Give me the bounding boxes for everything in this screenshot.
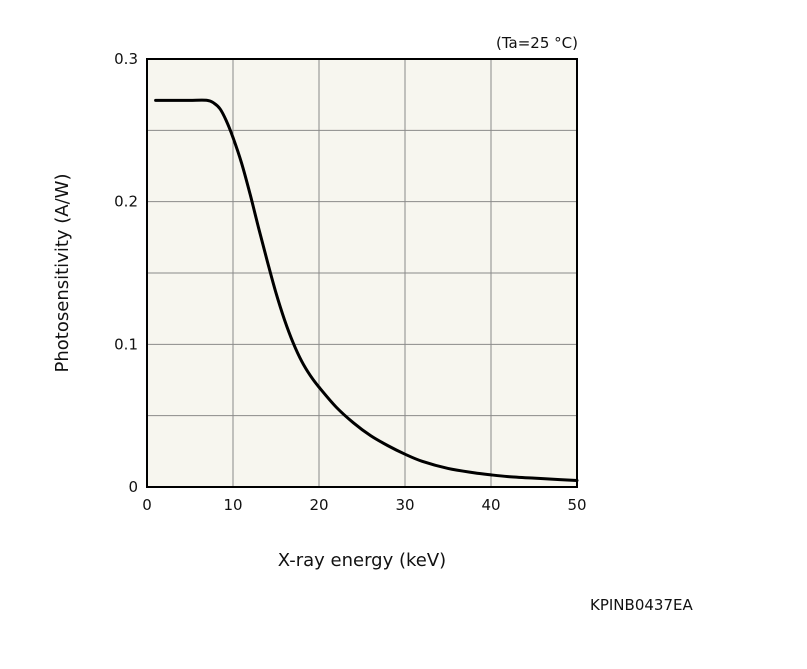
y-tick-label: 0.1 [114,335,138,353]
temperature-annotation: (Ta=25 °C) [496,34,578,52]
document-code: KPINB0437EA [590,596,693,614]
x-tick-label: 30 [395,496,414,514]
y-tick-label: 0.3 [114,50,138,68]
x-axis-ticks: 0 10 20 30 40 50 [142,496,586,514]
x-tick-label: 10 [223,496,242,514]
grid-lines [147,59,577,487]
y-axis-ticks: 0 0.1 0.2 0.3 [114,50,138,496]
y-tick-label: 0 [128,478,138,496]
x-tick-label: 20 [309,496,328,514]
x-tick-label: 0 [142,496,152,514]
x-axis-title: X-ray energy (keV) [278,550,446,571]
y-tick-label: 0.2 [114,193,138,211]
y-axis-title: Photosensitivity (A/W) [52,174,73,373]
x-tick-label: 40 [481,496,500,514]
photosensitivity-curve [154,98,579,482]
x-tick-label: 50 [567,496,586,514]
plot-frame [146,58,578,488]
